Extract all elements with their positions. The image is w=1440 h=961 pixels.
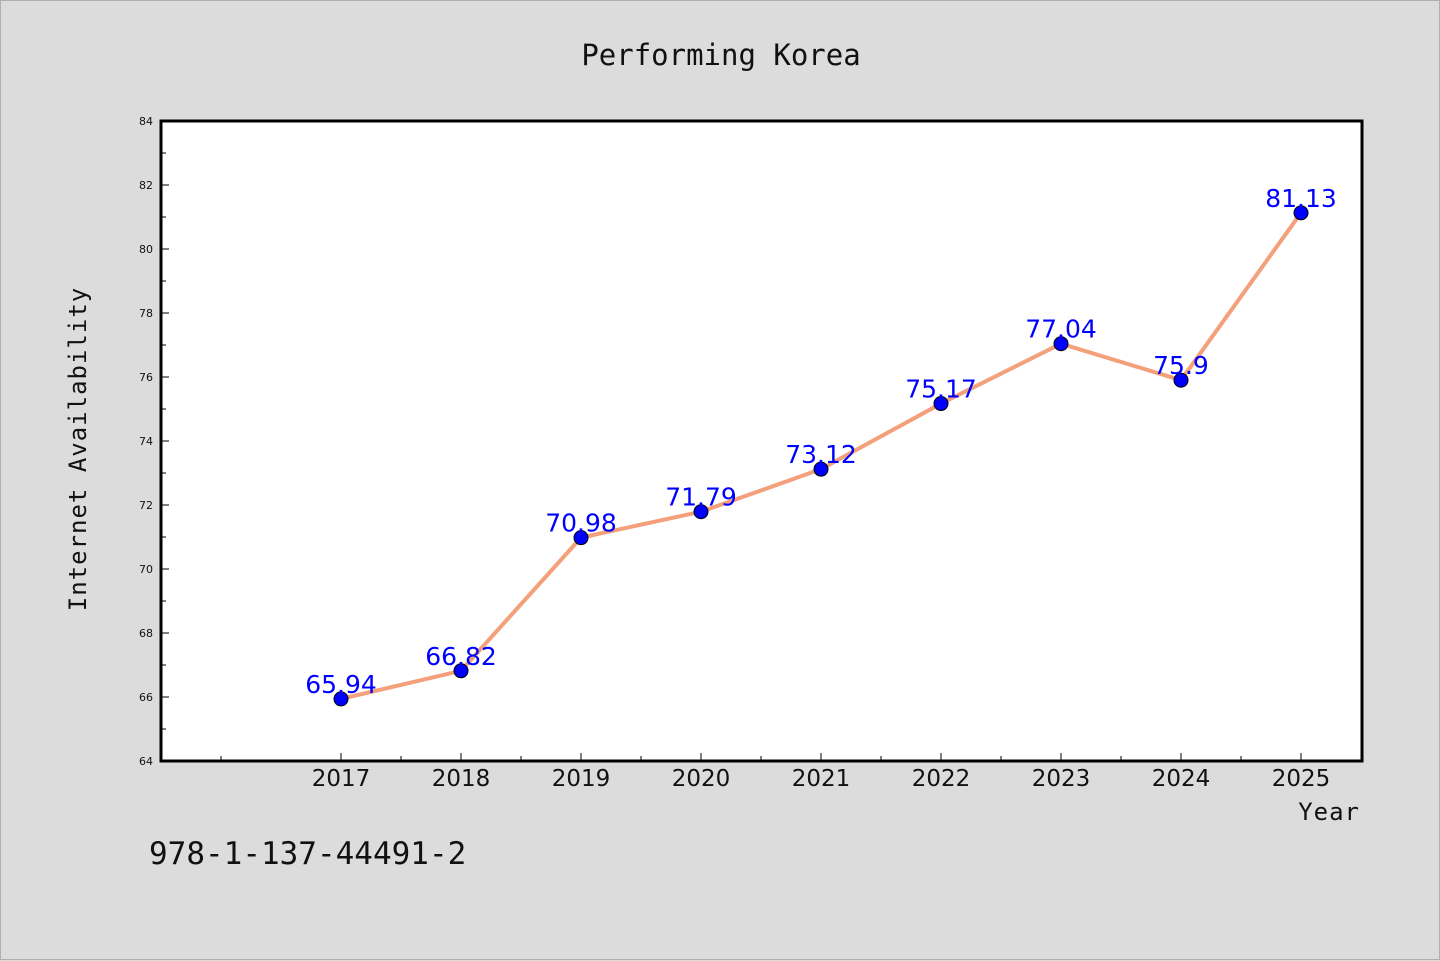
y-tick-label: 78 bbox=[139, 307, 153, 320]
data-point bbox=[1173, 372, 1189, 388]
data-point bbox=[573, 530, 589, 546]
data-point bbox=[813, 461, 829, 477]
y-tick-label: 82 bbox=[139, 179, 153, 192]
y-tick-label: 84 bbox=[139, 115, 153, 128]
x-axis-label: Year bbox=[1298, 798, 1360, 826]
data-label: 65.94 bbox=[305, 670, 377, 699]
x-tick-label: 2025 bbox=[1272, 766, 1331, 792]
y-tick-label: 70 bbox=[139, 563, 153, 576]
data-point bbox=[693, 504, 709, 520]
x-tick-label: 2020 bbox=[672, 766, 731, 792]
isbn-annotation: 978-1-137-44491-2 bbox=[149, 836, 466, 872]
x-tick-label: 2019 bbox=[552, 766, 611, 792]
x-tick-label: 2017 bbox=[312, 766, 371, 792]
data-label: 75.9 bbox=[1153, 351, 1209, 380]
data-label: 73.12 bbox=[785, 440, 857, 469]
x-tick-label: 2022 bbox=[912, 766, 971, 792]
y-tick-label: 64 bbox=[139, 755, 153, 768]
data-label: 81.13 bbox=[1265, 184, 1337, 213]
data-label: 75.17 bbox=[905, 375, 977, 404]
plot-area bbox=[159, 119, 1364, 763]
y-tick-label: 72 bbox=[139, 499, 153, 512]
data-point bbox=[453, 663, 469, 679]
data-label: 66.82 bbox=[425, 642, 497, 671]
y-tick-label: 68 bbox=[139, 627, 153, 640]
data-label: 77.04 bbox=[1025, 315, 1097, 344]
y-tick-label: 74 bbox=[139, 435, 153, 448]
data-point bbox=[1293, 205, 1309, 221]
series-markers bbox=[333, 205, 1309, 707]
y-tick-label: 76 bbox=[139, 371, 153, 384]
x-tick-label: 2024 bbox=[1152, 766, 1211, 792]
data-point bbox=[1053, 336, 1069, 352]
y-axis-label: Internet Availability bbox=[64, 287, 92, 611]
data-point bbox=[933, 396, 949, 412]
data-point bbox=[333, 691, 349, 707]
data-label: 71.79 bbox=[665, 483, 737, 512]
y-axis: 64 66 68 70 72 74 76 78 80 82 84 bbox=[139, 115, 169, 768]
y-tick-label: 66 bbox=[139, 691, 153, 704]
data-label: 70.98 bbox=[545, 509, 617, 538]
x-tick-label: 2021 bbox=[792, 766, 851, 792]
data-labels: 65.94 66.82 70.98 71.79 73.12 75.17 77.04 75.9 8… bbox=[305, 184, 1337, 699]
x-tick-label: 2018 bbox=[432, 766, 491, 792]
chart-title: Performing Korea bbox=[581, 38, 860, 72]
y-tick-label: 80 bbox=[139, 243, 153, 256]
x-axis: 2017 2018 2019 2020 2021 2022 2023 2024 2025 bbox=[220, 753, 1331, 792]
x-tick-label: 2023 bbox=[1032, 766, 1091, 792]
